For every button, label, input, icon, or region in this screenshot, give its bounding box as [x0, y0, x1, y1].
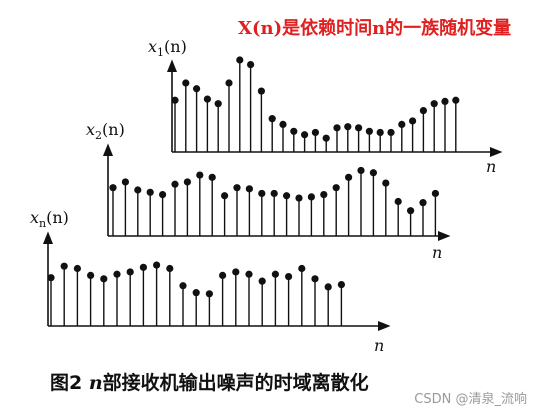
caption-var: n — [88, 372, 103, 394]
stem-marker — [357, 166, 365, 175]
stem-marker — [332, 184, 340, 192]
y-axis-label: xn(n) — [30, 208, 69, 230]
stem-marker — [203, 95, 211, 103]
stem-marker — [290, 127, 298, 135]
stem-marker — [333, 124, 341, 132]
stem-marker — [320, 191, 328, 199]
stem-marker — [409, 117, 417, 125]
stem-marker — [236, 56, 244, 64]
stem-marker — [369, 169, 377, 177]
stem-marker — [60, 262, 68, 270]
caption-prefix: 图2 — [50, 372, 89, 394]
stem-marker — [233, 184, 241, 192]
stem-marker — [355, 124, 363, 132]
stem-marker — [382, 179, 390, 187]
stem-marker — [295, 194, 303, 202]
stem-marker — [73, 264, 81, 273]
x-axis-label: n — [486, 157, 496, 176]
y-axis-label: x1(n) — [148, 37, 187, 59]
stem-marker — [134, 186, 142, 194]
stem-marker — [387, 128, 395, 137]
stem-plot-x2: x2(n) n — [86, 120, 451, 262]
stem-marker — [87, 271, 95, 279]
stem-marker — [407, 207, 415, 215]
watermark: CSDN @清泉_流响 — [414, 392, 527, 407]
stem-marker — [279, 120, 287, 128]
stem-marker — [268, 115, 276, 123]
stem-marker — [208, 173, 216, 181]
stem-marker — [452, 96, 460, 104]
stem-marker — [258, 277, 266, 285]
y-axis-label: x2(n) — [86, 120, 125, 142]
stem-marker — [100, 275, 108, 283]
stem-marker — [171, 96, 179, 104]
stem-marker — [221, 192, 229, 200]
stem-marker — [205, 290, 213, 298]
stem-marker — [337, 281, 345, 289]
stem-marker — [245, 185, 253, 193]
stem-marker — [376, 128, 384, 137]
stem-marker — [153, 261, 161, 269]
stem-marker — [121, 178, 129, 186]
stem-marker — [247, 61, 255, 69]
stem-marker — [182, 79, 190, 87]
stem-marker — [159, 191, 167, 199]
stem-marker — [322, 134, 330, 142]
stem-marker — [196, 171, 204, 179]
stem-marker — [179, 282, 187, 290]
stem-marker — [270, 189, 278, 198]
stem-marker — [311, 275, 319, 283]
stem-plot-xn: xn(n) n — [30, 208, 391, 355]
stem-marker — [146, 188, 154, 196]
stem-marker — [257, 87, 265, 95]
stem-marker — [344, 123, 352, 131]
stem-marker — [307, 193, 315, 201]
stem-marker — [419, 107, 427, 115]
stem-marker — [47, 274, 55, 282]
stem-marker — [193, 85, 201, 93]
stem-marker — [441, 97, 449, 105]
stem-marker — [394, 197, 402, 206]
stem-marker — [139, 263, 147, 271]
stem-marker — [431, 189, 439, 198]
stem-marker — [311, 128, 319, 137]
stem-marker — [183, 178, 191, 186]
stem-marker — [283, 192, 291, 200]
stem-marker — [225, 79, 233, 87]
stem-marker — [298, 264, 306, 273]
caption-rest: 部接收机输出噪声的时域离散化 — [102, 372, 369, 394]
stem-marker — [345, 173, 353, 181]
stem-marker — [245, 270, 253, 278]
figure-caption: 图2 n部接收机输出噪声的时域离散化 — [50, 368, 369, 395]
stem-marker — [126, 268, 134, 276]
stem-marker — [232, 268, 240, 276]
stem-marker — [419, 199, 427, 207]
stem-marker — [258, 189, 266, 198]
stem-marker — [430, 100, 438, 108]
stem-marker — [365, 127, 373, 135]
stem-marker — [171, 180, 179, 188]
x-axis-label: n — [374, 336, 384, 355]
stem-marker — [214, 100, 222, 108]
stem-marker — [285, 272, 293, 281]
figure-title: X(n)是依赖时间n的一族随机变量 — [238, 18, 512, 39]
stem-marker — [324, 283, 332, 291]
stem-marker — [398, 120, 406, 128]
stem-marker — [109, 184, 117, 192]
stem-marker — [166, 264, 174, 273]
stem-marker — [271, 270, 279, 278]
stem-marker — [301, 131, 309, 139]
stem-plot-x1: x1(n) n — [148, 37, 503, 176]
stem-marker — [219, 271, 227, 279]
stem-marker — [192, 289, 200, 297]
x-axis-label: n — [432, 243, 442, 262]
stem-marker — [113, 270, 121, 278]
